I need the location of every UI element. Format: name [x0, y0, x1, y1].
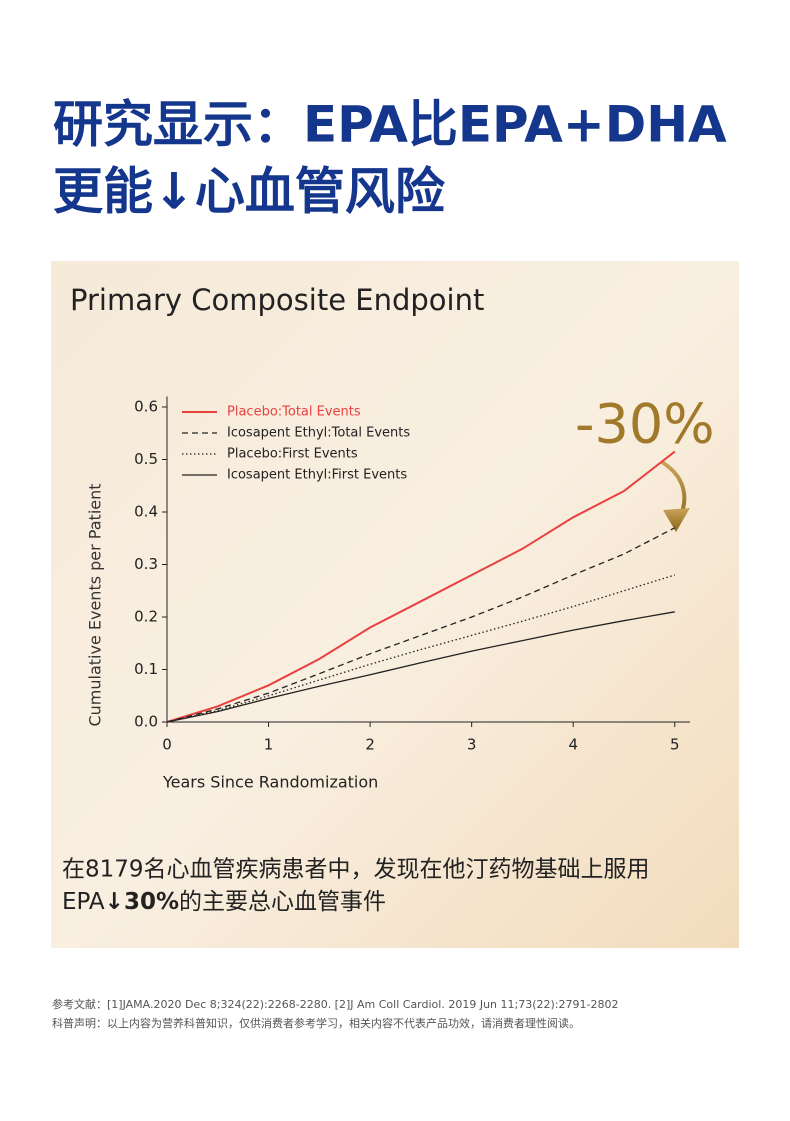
title-line: 更能↓心血管风险 [53, 163, 446, 221]
legend-label: Placebo:Total Events [227, 405, 361, 420]
arrow-head [663, 508, 690, 532]
series-line [166, 574, 675, 723]
y-tick-label: 0.0 [134, 713, 158, 731]
series-line [166, 527, 676, 723]
caption-part: EPA [62, 889, 105, 915]
reference: 科普声明：以上内容为营养科普知识，仅供消费者参考学习，相关内容不代表产品功效，请… [52, 1016, 580, 1030]
x-tick-label: 1 [264, 736, 274, 754]
legend-label: Icosapent Ethyl:First Events [227, 468, 407, 483]
x-tick-label: 2 [365, 736, 375, 754]
annotation: -30% [575, 393, 715, 456]
y-axis-label: Cumulative Events per Patient [86, 483, 105, 726]
x-tick-label: 3 [467, 736, 477, 754]
x-tick-label: 4 [568, 736, 578, 754]
legend-label: Icosapent Ethyl:Total Events [227, 426, 410, 441]
caption: EPA↓30%的主要总心血管事件 [62, 889, 386, 915]
x-tick-label: 5 [670, 736, 680, 754]
y-tick-label: 0.5 [134, 450, 158, 468]
title-line: 研究显示：EPA比EPA+DHA [53, 96, 727, 154]
series-line [166, 611, 675, 723]
reference: 参考文献：[1]JAMA.2020 Dec 8;324(22):2268-228… [52, 997, 618, 1011]
y-tick-label: 0.6 [134, 398, 158, 416]
x-tick-label: 0 [162, 736, 172, 754]
caption-part: 的主要总心血管事件 [179, 889, 386, 915]
y-tick-label: 0.2 [134, 608, 158, 626]
caption-bold: ↓30% [105, 889, 179, 915]
x-axis-label: Years Since Randomization [162, 773, 378, 792]
y-tick-label: 0.3 [134, 555, 158, 573]
panel [51, 261, 739, 948]
legend-label: Placebo:First Events [227, 447, 358, 462]
series-line [166, 450, 676, 723]
caption: 在8179名心血管疾病患者中，发现在他汀药物基础上服用 [62, 857, 650, 883]
y-tick-label: 0.4 [134, 503, 158, 521]
chart-title: Primary Composite Endpoint [70, 283, 484, 317]
y-tick-label: 0.1 [134, 660, 158, 678]
